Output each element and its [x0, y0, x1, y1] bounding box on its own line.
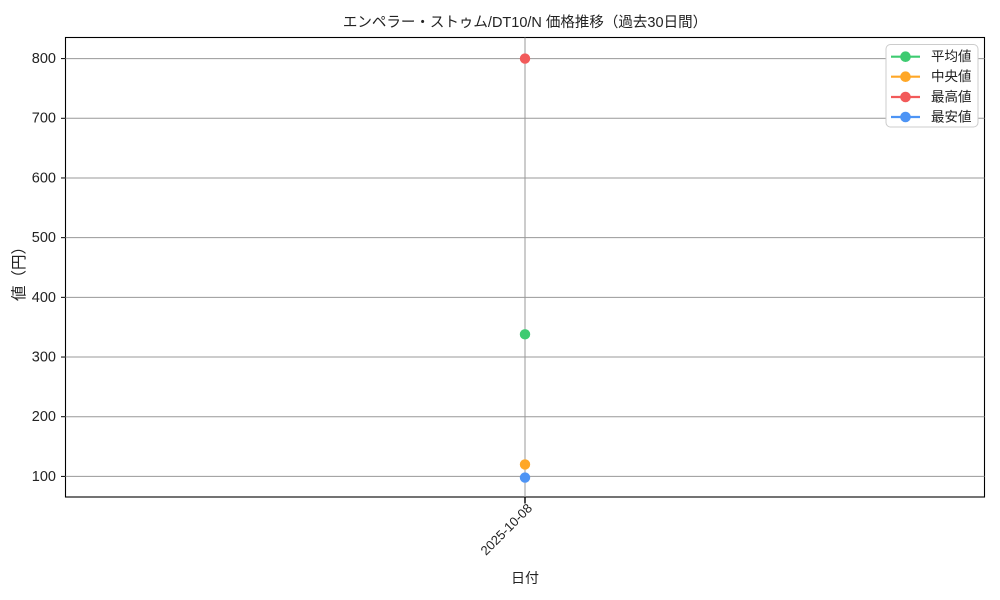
- svg-text:100: 100: [32, 469, 56, 485]
- svg-text:200: 200: [32, 409, 56, 425]
- svg-text:値（円）: 値（円）: [10, 239, 28, 301]
- svg-text:最安値: 最安値: [931, 109, 972, 124]
- svg-text:300: 300: [32, 350, 56, 366]
- svg-text:600: 600: [32, 170, 56, 186]
- svg-text:700: 700: [32, 111, 56, 127]
- svg-text:400: 400: [32, 290, 56, 306]
- svg-text:平均値: 平均値: [931, 49, 972, 64]
- svg-text:エンペラー・ストゥム/DT10/N 価格推移（過去30日間）: エンペラー・ストゥム/DT10/N 価格推移（過去30日間）: [343, 14, 707, 31]
- svg-text:500: 500: [32, 230, 56, 246]
- svg-text:最高値: 最高値: [931, 88, 972, 104]
- svg-text:中央値: 中央値: [931, 69, 972, 84]
- svg-text:日付: 日付: [511, 570, 539, 586]
- svg-text:800: 800: [32, 51, 56, 67]
